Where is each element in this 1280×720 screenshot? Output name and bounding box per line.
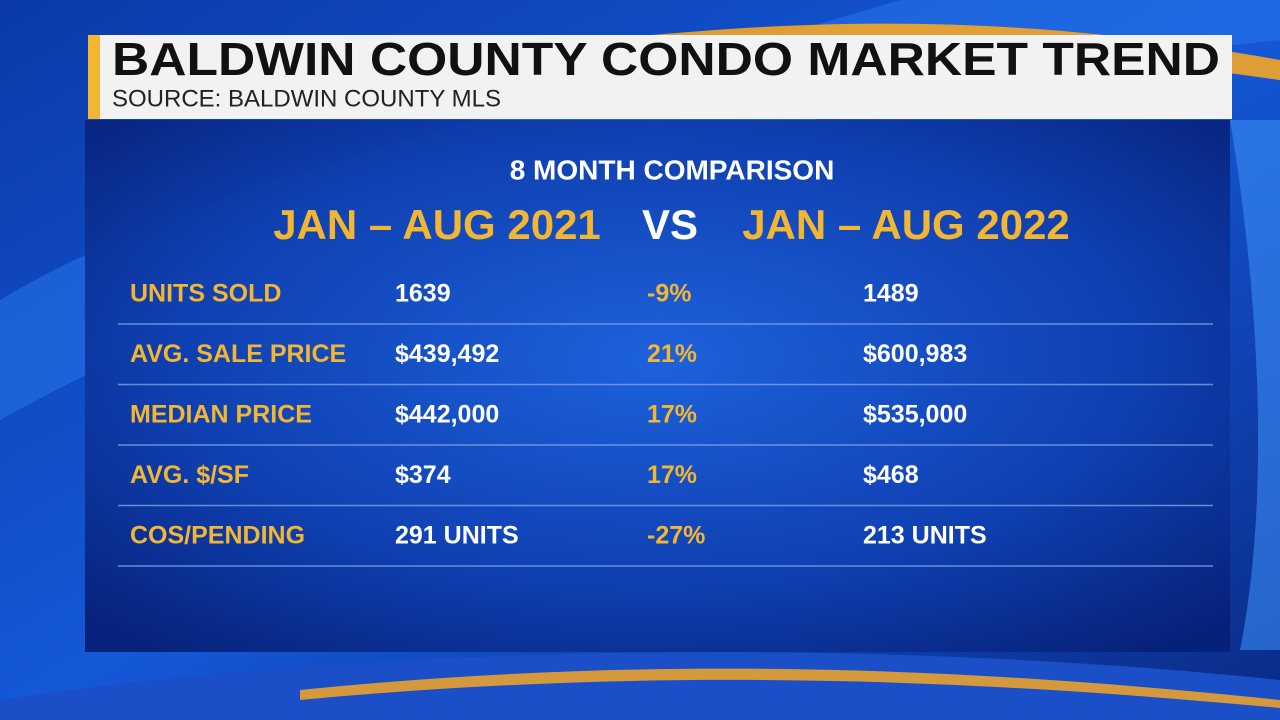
period-heading: JAN – AUG 2021 bbox=[273, 201, 601, 248]
value-2022: $468 bbox=[863, 461, 919, 489]
percent-change: -27% bbox=[647, 522, 705, 550]
subtitle: SOURCE: BALDWIN COUNTY MLS bbox=[112, 85, 501, 112]
header-band bbox=[88, 35, 1232, 119]
swoosh bbox=[1230, 120, 1280, 650]
row-label: UNITS SOLD bbox=[130, 280, 281, 308]
row-label: AVG. SALE PRICE bbox=[130, 340, 346, 368]
value-2021: 1639 bbox=[395, 280, 451, 308]
row-label: AVG. $/SF bbox=[130, 461, 249, 489]
header-accent bbox=[88, 35, 100, 119]
content-panel bbox=[85, 120, 1230, 652]
value-2022: $600,983 bbox=[863, 340, 967, 368]
swoosh bbox=[0, 652, 1280, 720]
comparison-table: UNITS SOLD 1639 -9% 1489 AVG. SALE PRICE $439… bbox=[118, 280, 1213, 567]
gold-streak bbox=[300, 668, 1280, 708]
percent-change: -9% bbox=[647, 280, 691, 308]
value-2021: $374 bbox=[395, 461, 451, 489]
row-label: COS/PENDING bbox=[130, 522, 305, 550]
percent-change: 17% bbox=[647, 461, 697, 489]
value-2021: $442,000 bbox=[395, 401, 499, 429]
row-label: MEDIAN PRICE bbox=[130, 401, 312, 429]
period-heading: JAN – AUG 2022 bbox=[742, 201, 1070, 248]
value-2022: 1489 bbox=[863, 280, 919, 308]
title: BALDWIN COUNTY CONDO MARKET TREND bbox=[112, 33, 1220, 85]
value-2022: $535,000 bbox=[863, 401, 967, 429]
kicker: 8 MONTH COMPARISON bbox=[510, 154, 835, 185]
value-2022: 213 UNITS bbox=[863, 522, 987, 550]
percent-change: 21% bbox=[647, 340, 697, 368]
value-2021: $439,492 bbox=[395, 340, 499, 368]
versus: VS bbox=[642, 201, 698, 248]
value-2021: 291 UNITS bbox=[395, 522, 519, 550]
percent-change: 17% bbox=[647, 401, 697, 429]
